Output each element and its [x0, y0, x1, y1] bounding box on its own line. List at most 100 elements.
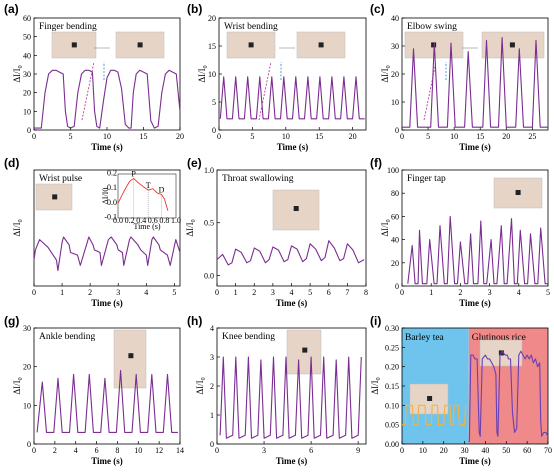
- panel-f: 0 1 2 3 4 5 0 20 40 60 80 100 Time (s) ΔI/I0 (f) Finger…: [370, 156, 550, 308]
- series-line: [36, 369, 178, 433]
- panel-label: (e): [187, 156, 202, 170]
- x-tick-label: 0: [32, 446, 36, 455]
- x-axis-label: Time (s): [459, 142, 491, 152]
- panel-title: Finger tap: [407, 174, 446, 184]
- y-tick-label: 0: [210, 440, 214, 449]
- y-tick-label: 0.00: [385, 440, 399, 449]
- x-tick-label: 12: [155, 446, 163, 455]
- y-axis-label: ΔI/I0: [185, 219, 197, 236]
- y-axis-label: ΔI/I0: [197, 65, 209, 82]
- x-tick-label: 1: [429, 288, 433, 297]
- inset-peak-label: D: [159, 186, 165, 195]
- inset-x-tick-label: 0.4: [136, 216, 146, 225]
- y-tick-label: 2: [210, 382, 214, 391]
- panel-b: 0 5 10 15 20 0 5 10 15 20 Time (s) ΔI/I0 (b) Wrist be…: [187, 2, 367, 152]
- panel-label: (a): [4, 2, 19, 16]
- y-tick-label: 0.5: [204, 219, 214, 228]
- x-axis-label: Time (s): [277, 142, 309, 152]
- inset-x-tick-label: 0.2: [125, 216, 135, 225]
- y-tick-label: 0: [395, 126, 399, 135]
- dashed-arrow: [423, 61, 437, 121]
- x-axis-label: Time (s): [276, 298, 308, 308]
- y-tick-label: 15: [208, 42, 216, 51]
- sensor-patch: [318, 42, 324, 48]
- x-axis-label: Time (s): [91, 142, 123, 152]
- inset-x-tick-label: 0.6: [148, 216, 158, 225]
- panel-i: Barley tea Glutinous rice 0 10 20 30 40 50 60 70 0…: [370, 314, 552, 466]
- panel-title: Throat swallowing: [222, 174, 294, 184]
- x-tick-label: 20: [440, 446, 448, 455]
- x-tick-label: 5: [546, 288, 550, 297]
- sensor-patch: [293, 206, 299, 211]
- y-tick-label: 3: [210, 353, 214, 362]
- x-tick-label: 40: [481, 446, 489, 455]
- panel-title: Knee bending: [222, 332, 275, 342]
- x-tick-label: 0: [215, 288, 219, 297]
- inset-peak-label: T: [146, 181, 151, 190]
- y-tick-label: 0.15: [385, 382, 399, 391]
- inset-y-tick-label: 0.2: [107, 169, 117, 178]
- series-line: [468, 350, 549, 443]
- x-tick-label: 15: [140, 132, 148, 141]
- region-label: Barley tea: [405, 333, 445, 343]
- x-tick-label: 0: [400, 446, 404, 455]
- x-tick-label: 10: [450, 132, 458, 141]
- inset-y-axis-label: ΔI/I0: [101, 188, 110, 205]
- x-axis-label: Time (s): [91, 298, 123, 308]
- y-tick-label: 0: [395, 282, 399, 291]
- x-tick-label: 20: [502, 132, 510, 141]
- y-tick-label: 1.0: [204, 166, 214, 175]
- y-tick-label: 20: [23, 89, 31, 98]
- y-axis-label: ΔI/I0: [12, 65, 24, 82]
- x-tick-label: 4: [290, 288, 294, 297]
- panel-a: 0 5 10 15 20 0 10 20 30 40 50 60 Time (s) ΔI/I0 (a) Fin…: [4, 2, 184, 152]
- y-tick-label: 4: [210, 324, 214, 333]
- y-tick-label: 30: [391, 42, 399, 51]
- sensor-patch: [302, 347, 308, 353]
- y-tick-label: 50: [23, 33, 31, 42]
- y-tick-label: 10: [391, 98, 399, 107]
- inset-x-axis-label: Time (s): [133, 222, 160, 231]
- series-line: [407, 215, 548, 285]
- inset-photo: [286, 329, 322, 375]
- x-tick-label: 4: [517, 288, 521, 297]
- panel-title: Wrist bending: [224, 22, 278, 32]
- panel-label: (b): [187, 2, 202, 16]
- x-tick-label: 20: [176, 132, 184, 141]
- y-tick-label: 80: [391, 189, 399, 198]
- inset-photo: [113, 329, 147, 389]
- x-tick-label: 15: [476, 132, 484, 141]
- y-tick-label: 10: [23, 401, 31, 410]
- x-tick-label: 6: [327, 288, 331, 297]
- y-tick-label: 0: [27, 440, 31, 449]
- dashed-arrow: [258, 61, 272, 121]
- panel-label: (d): [4, 156, 19, 170]
- panel-g: 0 2 4 6 8 10 12 14 0 10 20 30 Time (s) ΔI/I0 (g) Ankle …: [4, 314, 184, 466]
- plot-frame: [33, 327, 181, 445]
- sensor-patch: [427, 396, 433, 401]
- panel-label: (c): [370, 2, 385, 16]
- x-tick-label: 5: [69, 132, 73, 141]
- x-tick-label: 15: [315, 132, 323, 141]
- y-tick-label: 1: [210, 411, 214, 420]
- x-tick-label: 9: [356, 446, 360, 455]
- x-tick-label: 4: [144, 288, 148, 297]
- panel-title: Wrist pulse: [39, 174, 82, 184]
- y-tick-label: 0.05: [385, 421, 399, 430]
- panel-c: 0 5 10 15 20 25 0 10 20 30 40 Time (s) ΔI/I0 (c) Elbow…: [370, 2, 549, 152]
- panel-label: (h): [187, 314, 202, 328]
- y-tick-label: 5: [212, 98, 216, 107]
- panel-h: 0 3 6 9 0 1 2 3 4 Time (s) ΔI/I0 (h) Knee bending: [187, 314, 367, 466]
- sensor-patch: [509, 42, 515, 48]
- series-line: [402, 404, 467, 426]
- x-tick-label: 0: [32, 132, 36, 141]
- y-tick-label: 0.10: [385, 401, 399, 410]
- x-tick-label: 0: [400, 288, 404, 297]
- y-tick-label: 0.20: [385, 363, 399, 372]
- series-line: [216, 240, 365, 266]
- x-axis-label: Time (s): [276, 456, 308, 466]
- panel-title: Ankle bending: [39, 332, 95, 342]
- x-tick-label: 7: [345, 288, 349, 297]
